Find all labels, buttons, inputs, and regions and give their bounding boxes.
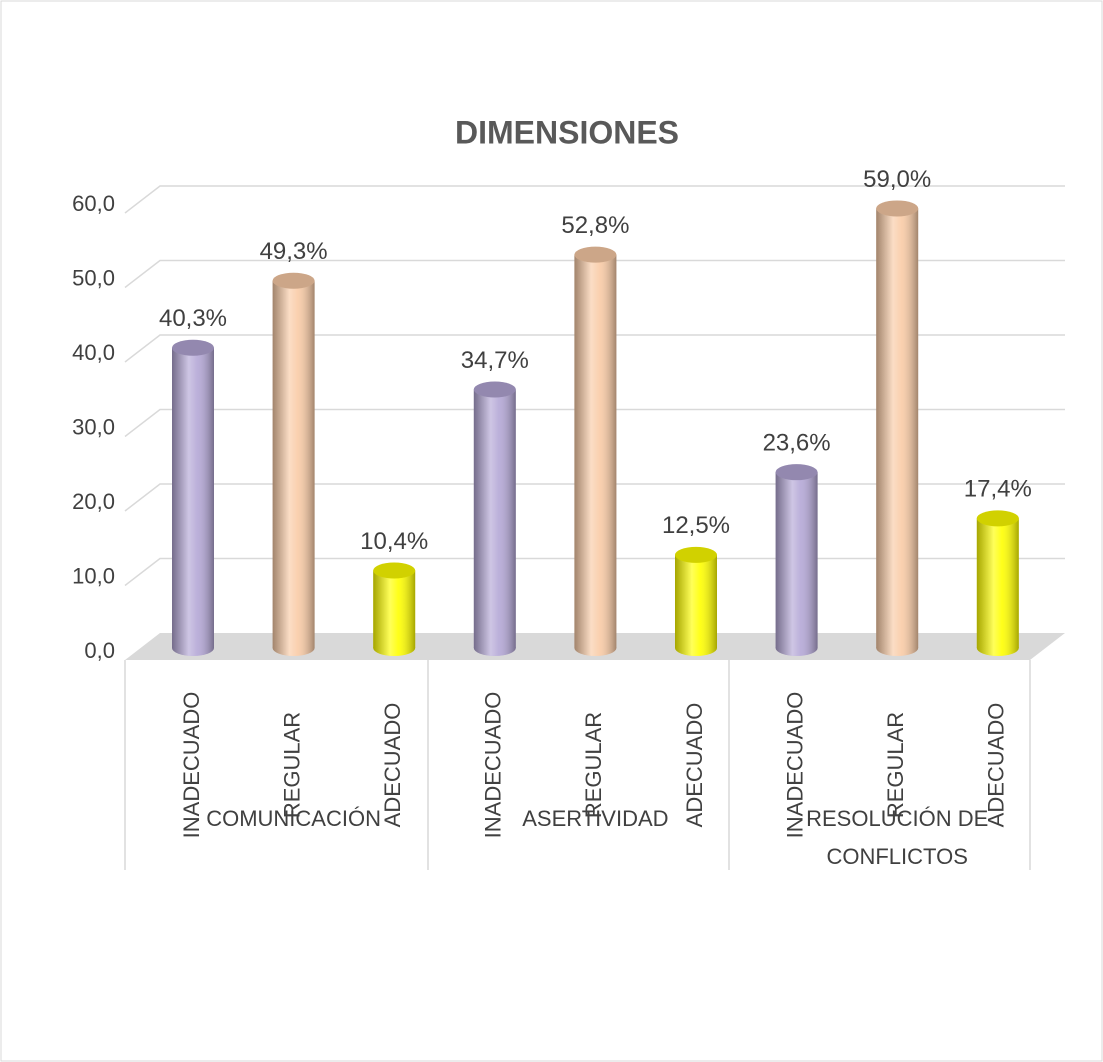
grid-line [124,408,1065,438]
bar-body-shade [775,472,818,648]
x-tick-label: INADECUADO [179,692,204,839]
grid-line [124,557,1065,587]
bar-body-shade [272,280,315,648]
y-tick-label: 10,0 [72,563,115,588]
data-label: 23,6% [763,430,831,457]
y-tick-label: 40,0 [72,340,115,365]
x-tick-label: INADECUADO [782,692,807,839]
bar-top [775,464,818,481]
bar-body-shade [976,518,1019,648]
bar-top [172,339,214,356]
bar-top-shade [574,246,617,263]
x-tick-label: REGULAR [581,712,606,818]
grid-line [124,483,1065,512]
data-label: 17,4% [964,476,1032,503]
data-label: 34,7% [461,347,529,374]
bar [473,381,516,656]
bar [272,272,315,656]
bar-top-shade [373,562,416,579]
bar-top [272,272,315,289]
bar-top [473,381,516,398]
y-tick-label: 60,0 [72,191,115,216]
bar-top-shade [976,510,1019,527]
data-label: 49,3% [260,238,328,265]
x-tick-label: REGULAR [883,712,908,818]
bar-body-shade [473,389,516,648]
bar [574,246,617,656]
bar-top-shade [675,546,717,563]
bar-body-shade [675,554,717,648]
bar-top [373,562,416,579]
bar-top-shade [272,272,315,289]
group-label: COMUNICACIÓN [206,806,381,831]
bar-body-shade [876,208,919,648]
bar [976,510,1019,656]
bar-top-shade [775,464,818,481]
bar-top-shade [172,339,214,356]
x-tick-label: INADECUADO [481,692,506,839]
y-tick-label: 30,0 [72,414,115,439]
group-label: ASERTIVIDAD [522,806,669,831]
y-tick-label: 20,0 [72,489,115,514]
bar-body-shade [574,254,617,648]
bar-body-shade [373,570,416,648]
grid-line [124,334,1065,363]
bar-top [675,546,717,563]
y-tick-label: 50,0 [72,265,115,290]
chart-title: DIMENSIONES [455,114,679,150]
grid-line [124,185,1065,214]
x-tick-label: ADECUADO [984,703,1009,828]
bar-body-shade [172,347,214,648]
bar [172,339,214,656]
x-tick-label: ADECUADO [380,703,405,828]
data-label: 59,0% [863,166,931,193]
data-label: 40,3% [159,305,227,332]
bar-top [876,200,919,217]
grid-line [124,259,1065,289]
bar [373,562,416,656]
bar-top [976,510,1019,527]
bar-top-shade [876,200,919,217]
bar-top [574,246,617,263]
data-label: 52,8% [561,212,629,239]
bar [675,546,717,656]
data-label: 10,4% [360,528,428,555]
x-tick-label: REGULAR [279,712,304,818]
x-tick-label: ADECUADO [682,703,707,828]
y-tick-label: 0,0 [84,638,115,663]
bar-top-shade [473,381,516,398]
bar [775,464,818,656]
bar [876,200,919,656]
data-label: 12,5% [662,512,730,539]
group-label: RESOLUCIÓN DE CONFLICTOS [806,806,989,869]
